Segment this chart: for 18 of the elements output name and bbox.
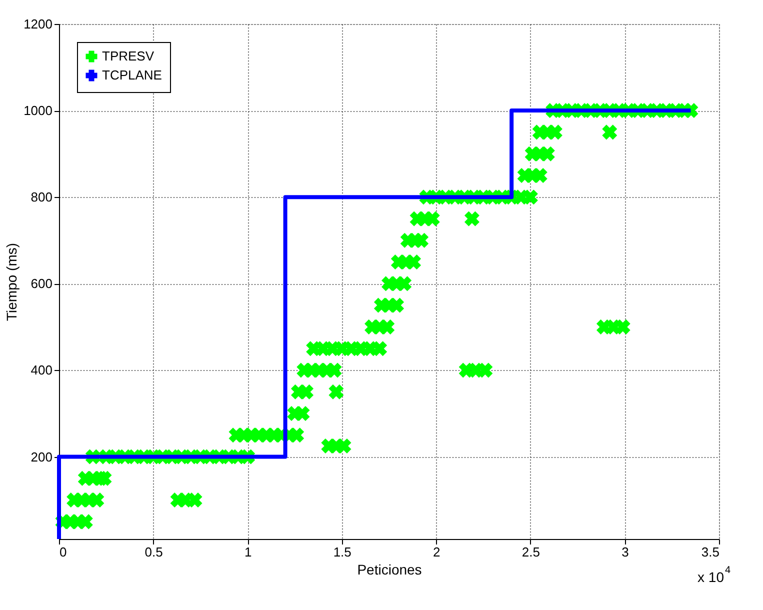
legend-label: TPRESV (102, 48, 154, 64)
y-tick-label: 600 (30, 276, 52, 292)
y-tick-label: 800 (30, 190, 52, 205)
y-tick-label: 400 (30, 362, 52, 378)
x-tick-label: 0.5 (144, 544, 163, 560)
x-axis-title: Peticiones (357, 562, 422, 578)
x-tick-label: 3.5 (701, 544, 720, 560)
y-axis-title: Tiempo (ms) (4, 242, 20, 322)
x-tick-label: 1 (244, 544, 252, 560)
x-tick-label: 0 (60, 544, 67, 560)
legend-label: TCPLANE (102, 68, 162, 82)
y-tick-label: 1000 (24, 103, 52, 118)
x-tick-label: 2.5 (522, 544, 540, 560)
y-tick-label: 1200 (24, 16, 52, 32)
x-tick-label: 1.5 (333, 544, 352, 560)
x-tick-label: 2 (433, 544, 440, 560)
y-tick-label: 200 (30, 449, 52, 464)
x-tick-label: 3 (622, 544, 629, 560)
